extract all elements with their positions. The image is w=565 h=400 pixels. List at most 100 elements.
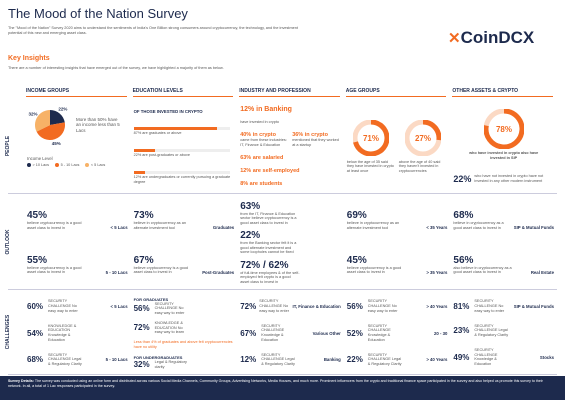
cell: 81% SECURITY CHALLENGE No easy way to ent… — [450, 292, 557, 374]
tag: Post-Graduates — [202, 269, 235, 275]
insight-text: believe in cryptocurrency as a good asse… — [453, 221, 504, 230]
tag: IT, Finance & Education — [292, 303, 341, 309]
pair-stat: 36% in crypto — [292, 132, 328, 139]
challenge: 22% SECURITY CHALLENGE Legal & Regulatory… — [347, 353, 448, 367]
insight: 67% believe cryptocurrency is a good asse… — [134, 255, 235, 275]
chart: 22% 45% 32% — [28, 107, 67, 146]
footer-body: The survey was conducted using an online… — [8, 379, 543, 388]
challenge-text: SECURITY CHALLENGE Knowledge & Education — [261, 323, 285, 342]
cell: 69% believe in cryptocurrency as an alter… — [344, 196, 451, 289]
logo: ✕CoinDCX — [448, 28, 534, 48]
stat-line: 8% are students — [240, 181, 283, 188]
donut-text: above the age of 40 said they haven't in… — [398, 159, 441, 173]
insight-row: believe in cryptocurrency as an alternat… — [347, 221, 448, 230]
challenge: 56% SECURITY CHALLENGE No easy way to ent… — [347, 299, 448, 313]
bar-label: 87% are graduates or above — [133, 131, 182, 136]
stat-line: 63% are salaried — [240, 154, 284, 161]
challenge: 60% SECURITY CHALLENGE No easy way to ent… — [27, 299, 128, 313]
pie-label: 45% — [52, 141, 61, 146]
stat: 63% — [240, 200, 261, 212]
challenge-row: 52% SECURITY CHALLENGE Knowledge & Educat… — [347, 324, 448, 342]
legend: > 10 Lacs 5 - 10 Lacs < 5 Lacs — [27, 163, 128, 168]
tag: > 40 Years — [426, 303, 448, 309]
pie-block: 22% 45% 32% More than 50% have an income le… — [27, 102, 128, 148]
tag: Banking — [323, 357, 341, 363]
subheading: OF THOSE INVESTED IN CRYPTO — [133, 108, 203, 114]
stat: 68% — [27, 355, 44, 365]
insight-text: believe cryptocurrency is a good asset c… — [133, 265, 189, 275]
challenge-text: Legal & Regulatory clarity — [154, 360, 187, 369]
tag: Various Other — [312, 330, 341, 336]
insight-text: from the Banking sector felt it is a goo… — [240, 241, 297, 255]
insight: 56% also believe in cryptocurrency as a g… — [453, 255, 554, 275]
stat: 68% — [453, 210, 474, 222]
stat: 56% — [346, 301, 363, 311]
cell: 72% SECURITY CHALLENGE No easy way to ent… — [237, 292, 344, 374]
stat: 69% — [346, 210, 367, 222]
challenge: 12% SECURITY CHALLENGE Legal & Regulatory… — [240, 353, 341, 367]
challenge-text: SECURITY CHALLENGE No easy way to enter — [154, 301, 185, 315]
row-label: OUTLOOK — [5, 229, 11, 254]
pair-text: mentioned that they worked at a startup — [292, 138, 339, 147]
insight-row: believe cryptocurrency is a good asset c… — [27, 221, 128, 230]
footer: Survey Details: The survey was conducted… — [0, 376, 565, 400]
insight-row: of full-time employees & of the self-emp… — [240, 271, 341, 285]
challenge: 72% KNOWLEDGE & EDUCATION No easy way to … — [134, 321, 235, 335]
insight-row: believe cryptocurrency is a good asset c… — [347, 266, 448, 275]
stat: 60% — [27, 301, 44, 311]
stat-text: who have not invested in crypto have not… — [474, 174, 544, 184]
section-title: Key Insights — [8, 55, 50, 62]
logo-text: CoinDCX — [460, 28, 535, 47]
stat: 55% — [27, 254, 48, 266]
stat: 72% / 62% — [240, 259, 289, 271]
pair: 40% in crypto came from these industries:… — [240, 132, 341, 147]
tag: < 5 Lacs — [110, 303, 128, 309]
stat: 56% — [453, 254, 474, 266]
tag: > 40 Years — [426, 357, 448, 363]
legend-label: < 5 Lacs — [90, 163, 106, 168]
insight-row: believe in cryptocurrency as an alternat… — [134, 221, 235, 230]
insight-row: from the Banking sector felt it is a goo… — [240, 241, 341, 255]
challenge-text: SECURITY CHALLENGE No easy way to enter — [367, 299, 398, 313]
column-header: EDUCATION LEVELS — [132, 88, 234, 97]
donut-text: below the age of 35 said they have inves… — [346, 159, 394, 173]
bar-label: 12% are undergraduates or currently purs… — [133, 175, 231, 184]
tag: < 35 Years — [426, 225, 448, 231]
bar — [133, 149, 155, 153]
row-divider — [8, 289, 557, 290]
challenge: Less than 4% of graduates and above felt… — [134, 340, 235, 349]
row-divider — [8, 374, 557, 375]
legend-label: 5 - 10 Lacs — [60, 163, 80, 168]
row-label: PEOPLE — [5, 135, 11, 156]
note: More than 50% have an income less than 5… — [76, 116, 120, 133]
insight-row: believe cryptocurrency is a good asset c… — [134, 266, 235, 275]
insight: 68% believe in cryptocurrency as a good a… — [453, 210, 554, 230]
footer-label: Survey Details: — [8, 379, 34, 383]
pair-stat: 40% in crypto — [240, 132, 276, 139]
stat: 12% — [240, 355, 257, 365]
stat: 81% — [453, 301, 470, 311]
cell: 78% who have invested in crypto also have… — [450, 100, 557, 193]
intro: The "Mood of the Nation" Survey 2020 aim… — [8, 26, 298, 35]
challenge-text: SECURITY CHALLENGE Knowledge & Education — [367, 323, 391, 342]
cell: 22% 45% 32% More than 50% have an income le… — [24, 100, 131, 193]
challenge: 68% SECURITY CHALLENGE Legal & Regulatory… — [27, 353, 128, 367]
donut-block: 27% above the age of 40 said they haven't… — [398, 119, 447, 174]
tag: Real Estate — [530, 269, 554, 275]
tag: < 5 Lacs — [110, 225, 128, 231]
challenge-text: SECURITY CHALLENGE No easy way to enter — [474, 299, 505, 313]
insight-text: from the IT, Finance & Education sector … — [240, 211, 297, 225]
subheading: FOR UNDERGRADUATES — [133, 355, 183, 361]
insight: 22% from the Banking sector felt it is a … — [240, 230, 341, 255]
pair-item: 40% in crypto came from these industries:… — [240, 132, 288, 147]
stat: 45% — [27, 210, 48, 222]
pair-text: came from these industries: IT, Finance … — [240, 138, 287, 147]
insight-row: from the IT, Finance & Education sector … — [240, 212, 341, 226]
insight: 63% from the IT, Finance & Education sect… — [240, 201, 341, 226]
title: The Mood of the Nation Survey — [8, 6, 188, 21]
stat: 54% — [27, 328, 44, 338]
challenge-row: 23% SECURITY CHALLENGE Legal & Regulatory… — [453, 324, 554, 338]
legend-swatch — [27, 163, 31, 168]
challenge: 81% SECURITY CHALLENGE No easy way to ent… — [453, 299, 554, 313]
